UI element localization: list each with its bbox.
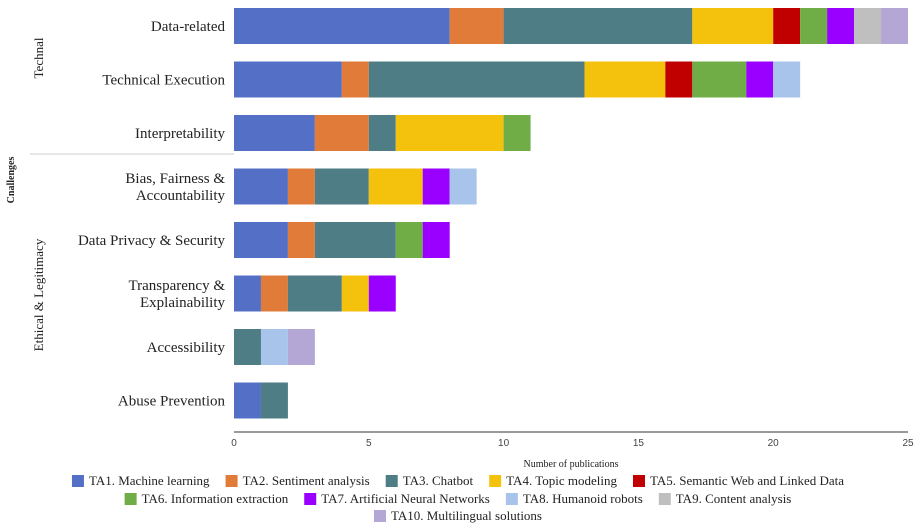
legend-label: TA10. Multilingual solutions	[391, 508, 542, 523]
legend-swatch	[225, 475, 238, 487]
bar-segment	[449, 168, 477, 205]
y-axis-title: Cnallenges	[6, 157, 17, 204]
bar-segment	[314, 168, 369, 205]
bar-segment	[260, 275, 288, 312]
x-tick-label: 25	[902, 438, 914, 449]
category-label: Explainability	[140, 295, 225, 311]
legend-swatch	[489, 475, 502, 487]
bar-segment	[368, 61, 585, 98]
legend-label: TA7. Artificial Neural Networks	[321, 491, 490, 506]
bar-segment	[287, 168, 315, 205]
legend-label: TA1. Machine learning	[89, 473, 210, 488]
group-label: Technal	[31, 37, 46, 78]
bar-segment	[341, 61, 369, 98]
category-label: Abuse Prevention	[118, 394, 226, 410]
bar-segment	[773, 8, 801, 44]
bar-segment	[665, 61, 693, 98]
category-label: Bias, Fairness &	[125, 171, 225, 187]
bar-segment	[800, 8, 828, 44]
legend-swatch	[71, 475, 84, 487]
x-axis: 0 5 10 15 20 25 Number of publications	[231, 431, 914, 470]
legend-swatch	[632, 475, 645, 487]
bar-segment	[287, 222, 315, 258]
bar-segment	[234, 382, 261, 419]
bar-segment	[746, 61, 774, 98]
bar-segment	[503, 8, 693, 44]
bar-segment	[260, 329, 288, 365]
legend-label: TA8. Humanoid robots	[523, 491, 643, 506]
bar-segment	[827, 8, 855, 44]
legend-swatch	[124, 493, 137, 505]
x-tick-label: 10	[498, 438, 510, 449]
legend-label: TA6. Information extraction	[142, 491, 289, 506]
bar-segment	[234, 8, 450, 44]
group-labels: Technal Ethical & Legitimacy Cnallenges	[6, 37, 234, 351]
bar-segment	[234, 61, 342, 98]
bar-segment	[341, 275, 369, 312]
legend-swatch	[385, 475, 398, 487]
legend-label: TA9. Content analysis	[676, 491, 792, 506]
bar-segment	[449, 8, 504, 44]
bar-segment	[692, 8, 774, 44]
bar-segment	[368, 275, 396, 312]
bar-segment	[287, 275, 342, 312]
bar-segment	[881, 8, 908, 44]
bar-segment	[773, 61, 801, 98]
bar-segment	[314, 222, 396, 258]
legend-label: TA4. Topic modeling	[506, 473, 617, 488]
bar-segment	[234, 222, 288, 258]
group-label: Ethical & Legitimacy	[31, 238, 46, 351]
bar-segment	[234, 275, 261, 312]
bar-segment	[314, 115, 369, 151]
category-label: Accessibility	[147, 340, 226, 356]
category-label: Data Privacy & Security	[78, 233, 226, 249]
category-label: Interpretability	[135, 126, 225, 142]
legend: TA1. Machine learning TA2. Sentiment anal…	[71, 473, 844, 523]
legend-swatch	[505, 493, 518, 505]
x-tick-label: 0	[231, 438, 237, 449]
legend-swatch	[658, 493, 671, 505]
x-tick-label: 20	[768, 438, 780, 449]
legend-label: TA3. Chatbot	[403, 473, 474, 488]
legend-label: TA2. Sentiment analysis	[243, 473, 370, 488]
category-label: Data-related	[151, 19, 226, 35]
bar-segment	[287, 329, 315, 365]
legend-swatch	[304, 493, 317, 505]
category-labels: Data-related Technical Execution Interpret…	[78, 19, 226, 410]
legend-swatch	[374, 510, 386, 522]
bar-segment	[368, 115, 396, 151]
bar-segment	[395, 222, 423, 258]
legend-label: TA5. Semantic Web and Linked Data	[650, 473, 844, 488]
x-tick-label: 5	[366, 438, 372, 449]
bar-segment	[234, 168, 288, 205]
category-label: Technical Execution	[102, 73, 225, 89]
bar-segment	[422, 222, 450, 258]
bar-segment	[234, 329, 261, 365]
bar-segment	[503, 115, 531, 151]
category-label: Transparency &	[128, 278, 225, 294]
category-label: Accountability	[136, 188, 226, 204]
bar-segment	[692, 61, 747, 98]
bar-segment	[422, 168, 450, 205]
bar-segment	[854, 8, 882, 44]
x-axis-title: Number of publications	[524, 459, 619, 470]
bar-segment	[260, 382, 288, 419]
bars-layer	[234, 8, 908, 419]
bar-segment	[234, 115, 315, 151]
bar-segment	[368, 168, 423, 205]
bar-segment	[584, 61, 666, 98]
bar-segment	[395, 115, 504, 151]
x-tick-label: 15	[633, 438, 645, 449]
